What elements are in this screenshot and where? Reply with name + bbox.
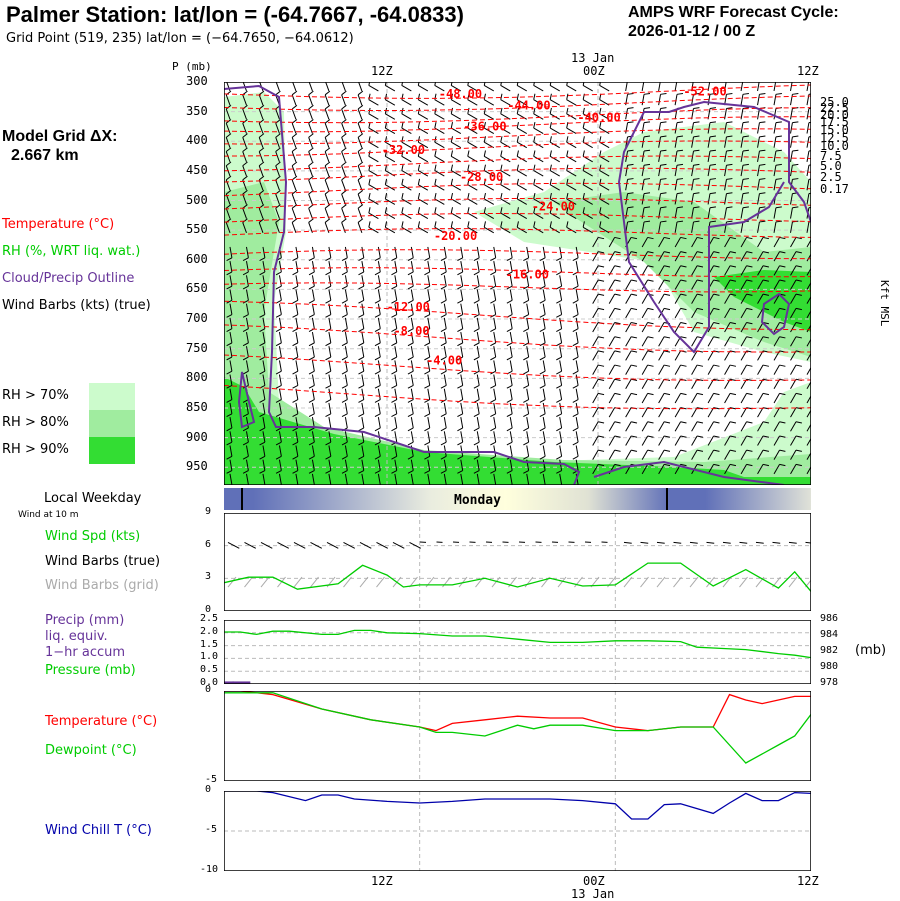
legend-cloud-outline: Cloud/Precip Outline <box>2 271 134 286</box>
pressure-tick-label: 900 <box>186 430 208 444</box>
height-axis-title: Kft MSL <box>878 280 891 326</box>
temperature-contour-label: -24.00 <box>532 199 575 213</box>
weekday-bar: Monday <box>224 488 811 510</box>
wind-panel <box>224 513 811 611</box>
legend-temperature: Temperature (°C) <box>2 217 114 232</box>
rh-legend-80-label: RH > 80% <box>2 415 69 430</box>
legend-precip: Precip (mm) <box>45 612 124 629</box>
local-weekday-label: Local Weekday <box>44 491 141 506</box>
rh-legend-70-label: RH > 70% <box>2 388 69 403</box>
panel-y-tick-label: 1.5 <box>200 639 218 650</box>
legend-rh: RH (%, WRT liq. wat.) <box>2 244 140 259</box>
wind-10m-label: Wind at 10 m <box>18 510 78 520</box>
temperature-contour-label: -36.00 <box>463 119 506 133</box>
panel-right-tick-label: 984 <box>820 629 838 640</box>
panel-y-tick-label: -10 <box>200 864 218 875</box>
temperature-contour-label: -16.00 <box>506 268 549 282</box>
temperature-contour-label: -8.00 <box>393 324 429 338</box>
panel-right-tick-label: 986 <box>820 613 838 624</box>
height-tick-label: 0.17 <box>820 182 849 196</box>
bottom-axis-12z-b: 12Z <box>797 874 819 888</box>
pressure-tick-label: 500 <box>186 193 208 207</box>
legend-precip-accum: 1−hr accum <box>45 644 125 661</box>
panel-y-tick-label: -5 <box>205 824 217 835</box>
temperature-contour-label: -44.00 <box>507 99 550 113</box>
cross-section-plot: -48.00 -52.00 -44.00 -40.00 -36.00 -32.00 -28.… <box>224 82 811 485</box>
forecast-cycle-label: AMPS WRF Forecast Cycle: <box>628 3 839 22</box>
rh-legend-80-swatch <box>89 410 135 437</box>
pressure-tick-label: 350 <box>186 104 208 118</box>
panel-y-tick-label: 0.5 <box>200 664 218 675</box>
grid-point-subtitle: Grid Point (519, 235) lat/lon = (−64.765… <box>6 31 354 46</box>
temperature-contour-label: -28.00 <box>460 170 503 184</box>
legend-wind-barbs: Wind Barbs (kts) (true) <box>2 298 151 313</box>
pressure-tick-label: 450 <box>186 163 208 177</box>
legend-pressure: Pressure (mb) <box>45 662 136 679</box>
panel-y-tick-label: 1.0 <box>200 651 218 662</box>
model-grid-value: 2.667 km <box>11 146 79 165</box>
pressure-tick-label: 800 <box>186 370 208 384</box>
panel-y-tick-label: 0 <box>205 684 211 695</box>
legend-temperature-sfc: Temperature (°C) <box>45 714 157 729</box>
pressure-unit-label: (mb) <box>855 643 886 658</box>
legend-dewpoint: Dewpoint (°C) <box>45 743 137 758</box>
rh-legend-90-swatch <box>89 437 135 464</box>
temperature-contour-label: -48.00 <box>439 87 482 101</box>
legend-wind-barbs-true: Wind Barbs (true) <box>45 554 160 569</box>
temperature-contour-label: -4.00 <box>426 354 462 368</box>
pressure-tick-label: 400 <box>186 133 208 147</box>
top-axis-12z-a: 12Z <box>371 64 393 78</box>
bottom-axis-date: 13 Jan <box>571 887 614 901</box>
top-axis-00z: 00Z <box>583 64 605 78</box>
pressure-tick-label: 300 <box>186 74 208 88</box>
pressure-tick-label: 550 <box>186 222 208 236</box>
temperature-contour-label: -40.00 <box>577 111 620 125</box>
panel-y-tick-label: 2.5 <box>200 613 218 624</box>
temperature-contour-label: -32.00 <box>382 143 425 157</box>
panel-y-tick-label: 6 <box>205 539 211 550</box>
pressure-tick-label: 850 <box>186 400 208 414</box>
wind-chill-panel <box>224 791 811 871</box>
temperature-contour-label: -12.00 <box>387 300 430 314</box>
panel-right-tick-label: 980 <box>820 661 838 672</box>
legend-wind-speed: Wind Spd (kts) <box>45 529 140 544</box>
pressure-tick-label: 650 <box>186 281 208 295</box>
panel-right-tick-label: 982 <box>820 645 838 656</box>
panel-y-tick-label: 2.0 <box>200 626 218 637</box>
pressure-tick-label: 950 <box>186 459 208 473</box>
temperature-contour-label: -20.00 <box>434 229 477 243</box>
pressure-axis-title: P (mb) <box>172 60 212 73</box>
top-axis-date: 13 Jan <box>571 51 614 65</box>
panel-y-tick-label: 0 <box>205 784 211 795</box>
rh-legend-90-label: RH > 90% <box>2 442 69 457</box>
bottom-axis-12z-a: 12Z <box>371 874 393 888</box>
panel-right-tick-label: 978 <box>820 677 838 688</box>
station-title: Palmer Station: lat/lon = (-64.7667, -64… <box>6 2 464 28</box>
model-grid-label: Model Grid ΔX: <box>2 127 118 146</box>
legend-precip-liq: liq. equiv. <box>45 628 108 645</box>
pressure-tick-label: 750 <box>186 341 208 355</box>
pressure-tick-label: 600 <box>186 252 208 266</box>
temp-dewpoint-panel <box>224 691 811 781</box>
panel-y-tick-label: 9 <box>205 506 211 517</box>
bottom-axis-00z: 00Z <box>583 874 605 888</box>
precip-pressure-panel <box>224 620 811 684</box>
temperature-contour-label: -52.00 <box>683 84 726 98</box>
rh-legend-70-swatch <box>89 383 135 410</box>
legend-wind-barbs-grid: Wind Barbs (grid) <box>45 578 159 593</box>
legend-wind-chill: Wind Chill T (°C) <box>45 823 152 838</box>
pressure-tick-label: 700 <box>186 311 208 325</box>
weekday-label: Monday <box>454 493 501 508</box>
panel-y-tick-label: 3 <box>205 571 211 582</box>
top-axis-12z-b: 12Z <box>797 64 819 78</box>
forecast-cycle-value: 2026-01-12 / 00 Z <box>628 22 755 41</box>
